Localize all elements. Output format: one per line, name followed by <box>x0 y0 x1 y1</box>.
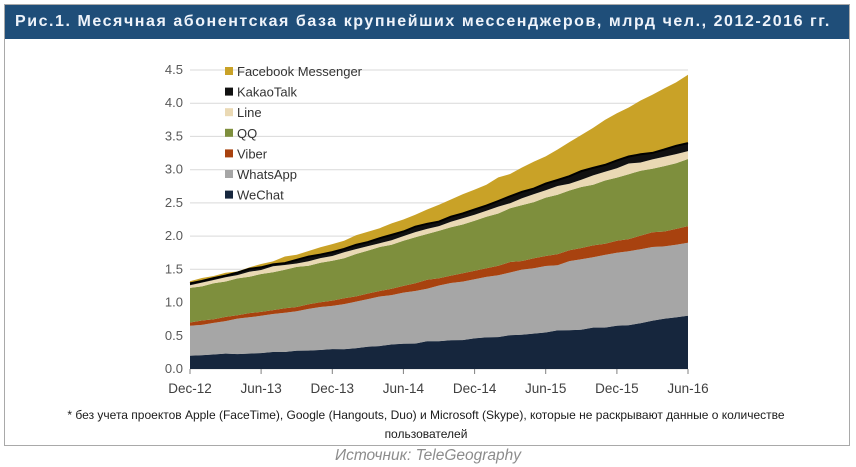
svg-text:Jun-13: Jun-13 <box>240 381 281 396</box>
svg-text:2.5: 2.5 <box>165 195 183 210</box>
svg-text:Dec-14: Dec-14 <box>453 381 497 396</box>
svg-text:1.0: 1.0 <box>165 295 183 310</box>
svg-text:1.5: 1.5 <box>165 261 183 276</box>
svg-text:Dec-15: Dec-15 <box>595 381 639 396</box>
svg-text:2.0: 2.0 <box>165 228 183 243</box>
svg-text:WhatsApp: WhatsApp <box>237 167 297 182</box>
svg-text:Dec-12: Dec-12 <box>168 381 212 396</box>
svg-text:0.5: 0.5 <box>165 328 183 343</box>
svg-text:Jun-15: Jun-15 <box>525 381 566 396</box>
svg-text:3.0: 3.0 <box>165 162 183 177</box>
svg-text:WeChat: WeChat <box>237 188 284 203</box>
svg-text:KakaoTalk: KakaoTalk <box>237 85 297 100</box>
svg-text:4.5: 4.5 <box>165 62 183 77</box>
svg-text:QQ: QQ <box>237 126 257 141</box>
svg-text:4.0: 4.0 <box>165 95 183 110</box>
svg-text:Jun-14: Jun-14 <box>383 381 425 396</box>
svg-text:Jun-16: Jun-16 <box>667 381 708 396</box>
svg-text:3.5: 3.5 <box>165 128 183 143</box>
svg-text:Dec-13: Dec-13 <box>311 381 355 396</box>
svg-text:Viber: Viber <box>237 146 268 161</box>
svg-text:Facebook Messenger: Facebook Messenger <box>237 64 363 79</box>
svg-text:0.0: 0.0 <box>165 361 183 376</box>
svg-text:Line: Line <box>237 105 262 120</box>
